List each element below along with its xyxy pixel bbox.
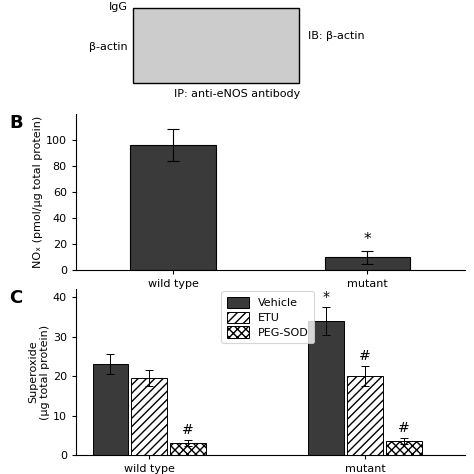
Bar xyxy=(170,443,206,455)
Text: #: # xyxy=(182,423,194,437)
Bar xyxy=(133,9,299,83)
Text: *: * xyxy=(364,232,371,247)
Bar xyxy=(131,378,167,455)
Text: IB: β-actin: IB: β-actin xyxy=(308,31,365,42)
Bar xyxy=(325,257,410,270)
Text: β-actin: β-actin xyxy=(90,42,128,52)
Text: IP: anti-eNOS antibody: IP: anti-eNOS antibody xyxy=(174,89,300,99)
Bar xyxy=(130,145,216,270)
Text: *: * xyxy=(323,290,330,304)
Y-axis label: NOₓ (pmol/μg total protein): NOₓ (pmol/μg total protein) xyxy=(33,116,43,268)
Bar xyxy=(386,441,422,455)
Text: #: # xyxy=(359,349,371,363)
Text: C: C xyxy=(9,289,23,307)
Text: IgG: IgG xyxy=(109,2,128,12)
Bar xyxy=(92,364,128,455)
Legend: Vehicle, ETU, PEG-SOD: Vehicle, ETU, PEG-SOD xyxy=(221,292,314,344)
Text: #: # xyxy=(398,421,410,435)
Bar xyxy=(347,376,383,455)
Y-axis label: Superoxide
(μg total protein): Superoxide (μg total protein) xyxy=(28,325,50,419)
Text: B: B xyxy=(9,114,23,132)
Bar xyxy=(309,321,344,455)
